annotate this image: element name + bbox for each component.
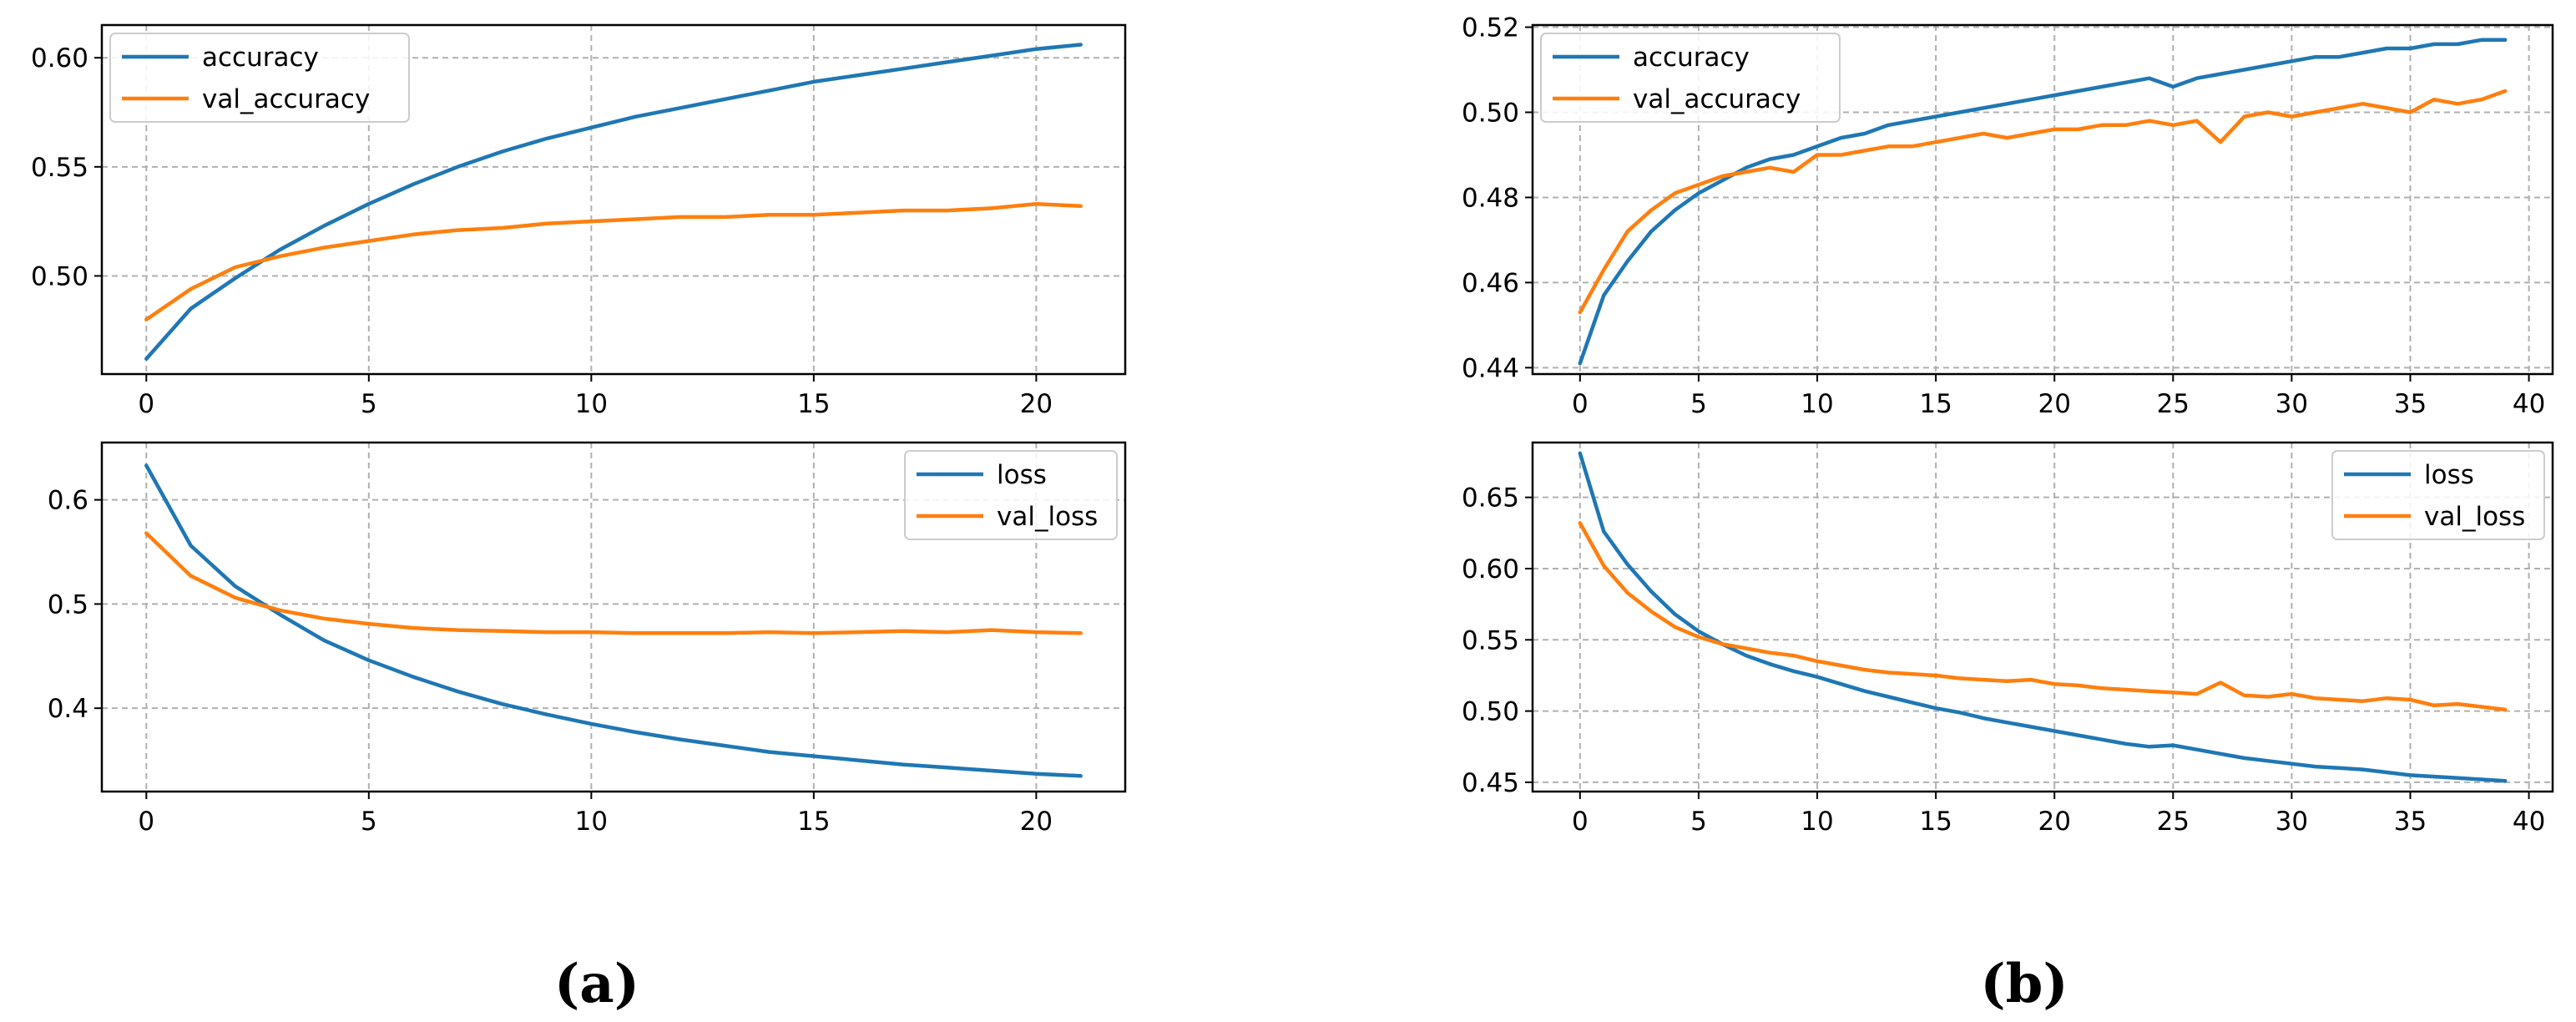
x-tick-label: 35	[2394, 389, 2427, 419]
y-tick-label: 0.50	[1462, 697, 1519, 727]
y-tick-label: 0.55	[31, 153, 88, 183]
series-line-accuracy	[144, 43, 1083, 361]
y-tick-label: 0.6	[48, 486, 88, 516]
axes-frame	[100, 441, 1127, 793]
chart-a-accuracy: 0 5 10 15 20 0.50 0.55 0.60 accuracy val_accuracy	[31, 23, 1127, 419]
x-tick-label: 30	[2275, 807, 2308, 837]
legend-label: val_loss	[997, 502, 1098, 532]
axes-frame	[1531, 23, 2554, 376]
x-tick-label: 10	[575, 389, 608, 419]
x-tick-label: 25	[2157, 807, 2190, 837]
x-tick-label: 5	[361, 389, 377, 419]
panel-label-b: (b)	[1980, 953, 2068, 1015]
y-tick-label: 0.65	[1462, 483, 1519, 514]
y-tick-label: 0.52	[1462, 13, 1519, 43]
legend-label: loss	[997, 460, 1047, 490]
chart-b-accuracy: 0 5 10 15 20 25 30 35 40 0.44 0.46 0.48 0.50 0.52 accu…	[1462, 13, 2554, 419]
x-tick-label: 40	[2513, 807, 2545, 837]
y-tick-label: 0.4	[48, 694, 88, 724]
x-tick-label: 10	[575, 807, 608, 837]
x-tick-label: 0	[138, 389, 154, 419]
x-tick-label: 10	[1801, 807, 1833, 837]
x-tick-label: 0	[1572, 807, 1589, 837]
axes-frame	[1531, 441, 2554, 793]
legend-label: accuracy	[1633, 43, 1750, 73]
legend: accuracy val_accuracy	[1540, 33, 1841, 123]
x-tick-label: 35	[2394, 807, 2427, 837]
series-line-loss	[144, 463, 1083, 778]
series-line-val-accuracy	[1578, 89, 2508, 315]
axes-frame	[100, 23, 1127, 376]
series-line-val-loss	[144, 531, 1083, 635]
y-tick-label: 0.5	[48, 589, 88, 620]
y-tick-label: 0.60	[1462, 554, 1519, 584]
x-tick-label: 20	[1020, 807, 1053, 837]
legend-label: accuracy	[202, 43, 319, 73]
x-tick-label: 5	[1690, 807, 1707, 837]
series-line-val-accuracy	[144, 201, 1083, 321]
legend-label: val_accuracy	[202, 84, 370, 114]
series-line-val-loss	[1578, 521, 2508, 712]
x-tick-label: 20	[2038, 389, 2070, 419]
y-tick-label: 0.44	[1462, 353, 1519, 383]
series-line-loss	[1578, 451, 2508, 783]
y-tick-label: 0.60	[31, 43, 88, 73]
legend-label: val_loss	[2424, 502, 2525, 532]
legend: accuracy val_accuracy	[109, 33, 410, 123]
x-tick-label: 20	[1020, 389, 1053, 419]
x-tick-label: 5	[1690, 389, 1707, 419]
x-tick-label: 15	[1919, 807, 1952, 837]
y-tick-label: 0.50	[1462, 99, 1519, 129]
y-tick-label: 0.55	[1462, 625, 1519, 655]
x-tick-label: 10	[1801, 389, 1833, 419]
x-tick-label: 40	[2513, 389, 2545, 419]
x-tick-label: 15	[1919, 389, 1952, 419]
legend: loss val_loss	[904, 450, 1118, 540]
y-tick-label: 0.50	[31, 261, 88, 291]
x-tick-label: 15	[797, 807, 830, 837]
y-tick-label: 0.48	[1462, 183, 1519, 213]
chart-a-loss: 0 5 10 15 20 0.4 0.5 0.6 loss val_loss	[48, 441, 1127, 837]
x-tick-label: 5	[361, 807, 377, 837]
x-tick-label: 0	[138, 807, 154, 837]
x-tick-label: 0	[1572, 389, 1589, 419]
legend-label: val_accuracy	[1633, 84, 1801, 114]
legend-label: loss	[2424, 460, 2474, 490]
x-tick-label: 30	[2275, 389, 2308, 419]
x-tick-label: 15	[797, 389, 830, 419]
y-tick-label: 0.46	[1462, 268, 1519, 298]
chart-b-loss: 0 5 10 15 20 25 30 35 40 0.45 0.50 0.55 0.60 0.65 loss…	[1462, 441, 2554, 837]
y-tick-label: 0.45	[1462, 768, 1519, 798]
x-tick-label: 20	[2038, 807, 2070, 837]
legend: loss val_loss	[2331, 450, 2545, 540]
x-tick-label: 25	[2157, 389, 2190, 419]
panel-label-a: (a)	[554, 953, 639, 1015]
